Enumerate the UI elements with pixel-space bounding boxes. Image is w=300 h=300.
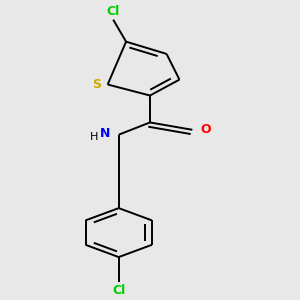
Text: S: S (92, 78, 101, 91)
Text: Cl: Cl (112, 284, 125, 297)
Text: N: N (100, 127, 111, 140)
Text: H: H (90, 132, 98, 142)
Text: O: O (200, 123, 211, 136)
Text: Cl: Cl (106, 5, 120, 18)
